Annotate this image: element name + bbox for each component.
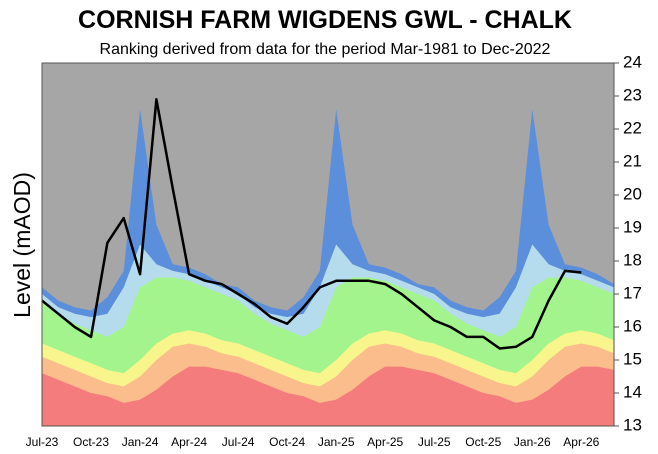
x-tick-label: Jul-24 [222, 435, 255, 449]
y-axis-label: Level (mAOD) [9, 172, 35, 318]
y-tick-label: 22 [623, 118, 642, 137]
y-tick-label: 16 [623, 316, 642, 335]
y-tick-label: 18 [623, 250, 642, 269]
x-tick-label: Jan-25 [318, 435, 355, 449]
y-tick-label: 17 [623, 283, 642, 302]
x-tick-label: Oct-23 [73, 435, 109, 449]
plot-frame [41, 62, 615, 427]
level-line [41, 98, 582, 350]
y-tick-label: 23 [623, 85, 642, 104]
x-tick-label: Jul-25 [418, 435, 451, 449]
x-tick-label: Jan-24 [122, 435, 159, 449]
chart-subtitle: Ranking derived from data for the period… [100, 41, 551, 58]
chart-title: CORNISH FARM WIGDENS GWL - CHALK [78, 6, 572, 34]
x-tick-label: Apr-26 [563, 435, 599, 449]
x-tick-label: Oct-25 [465, 435, 501, 449]
y-tick-label: 15 [623, 349, 642, 368]
y-tick-label: 14 [623, 382, 642, 401]
x-tick-label: Apr-25 [367, 435, 403, 449]
x-tick-label: Jan-26 [514, 435, 551, 449]
x-tick-label: Apr-24 [171, 435, 207, 449]
y-tick-label: 21 [623, 151, 642, 170]
y-tick-label: 13 [623, 415, 642, 434]
y-tick-label: 24 [623, 52, 642, 71]
y-tick-label: 19 [623, 217, 642, 236]
x-tick-label: Oct-24 [269, 435, 305, 449]
band-area [42, 366, 614, 426]
y-tick-label: 20 [623, 184, 642, 203]
x-tick-label: Jul-23 [26, 435, 59, 449]
